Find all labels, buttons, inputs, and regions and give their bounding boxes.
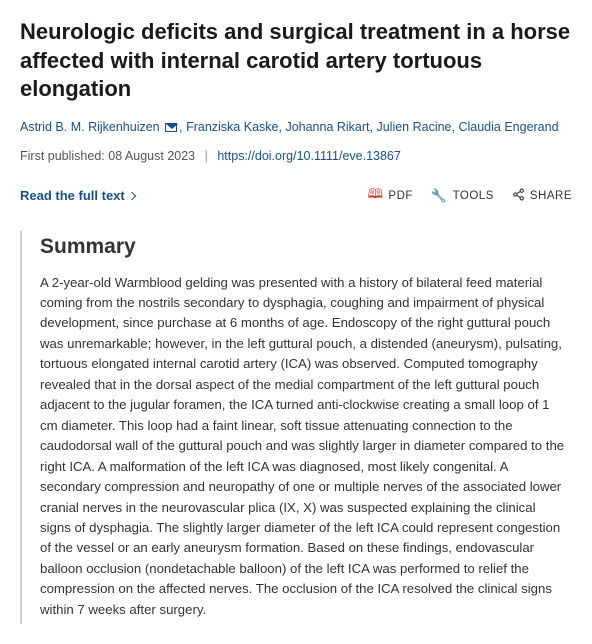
summary-heading: Summary xyxy=(40,235,568,259)
author-link[interactable]: Franziska Kaske xyxy=(186,120,278,134)
author-link[interactable]: Julien Racine xyxy=(376,120,451,134)
read-full-text-label: Read the full text xyxy=(20,188,125,203)
publication-line: First published: 08 August 2023 | https:… xyxy=(20,149,572,163)
chevron-right-icon xyxy=(128,191,136,199)
pdf-label: PDF xyxy=(388,190,413,202)
wrench-icon: 🔧 xyxy=(431,188,448,204)
summary-text: A 2-year-old Warmblood gelding was prese… xyxy=(40,273,568,621)
author-link[interactable]: Claudia Engerand xyxy=(458,120,558,134)
summary-section: Summary A 2-year-old Warmblood gelding w… xyxy=(20,231,572,625)
tools-label: TOOLS xyxy=(453,190,494,202)
share-label: SHARE xyxy=(530,190,572,202)
publication-date: 08 August 2023 xyxy=(108,149,195,163)
author-link[interactable]: Johanna Rikart xyxy=(285,120,369,134)
actions-row: Read the full text 🕮 PDF 🔧 TOOLS SHARE xyxy=(20,185,572,207)
first-published-label: First published: xyxy=(20,149,105,163)
doi-link[interactable]: https://doi.org/10.1111/eve.13867 xyxy=(217,149,400,163)
author-list: Astrid B. M. Rijkenhuizen , Franziska Ka… xyxy=(20,118,572,137)
mail-icon[interactable] xyxy=(165,123,177,132)
author-link[interactable]: Astrid B. M. Rijkenhuizen xyxy=(20,120,160,134)
read-full-text-link[interactable]: Read the full text xyxy=(20,188,135,203)
right-actions: 🕮 PDF 🔧 TOOLS SHARE xyxy=(368,185,572,207)
share-button[interactable]: SHARE xyxy=(512,188,572,204)
pdf-button[interactable]: 🕮 PDF xyxy=(368,185,413,207)
separator: | xyxy=(205,149,208,163)
share-icon xyxy=(512,188,525,204)
pdf-icon: 🕮 xyxy=(368,185,384,207)
tools-button[interactable]: 🔧 TOOLS xyxy=(431,188,494,204)
article-title: Neurologic deficits and surgical treatme… xyxy=(20,18,572,104)
